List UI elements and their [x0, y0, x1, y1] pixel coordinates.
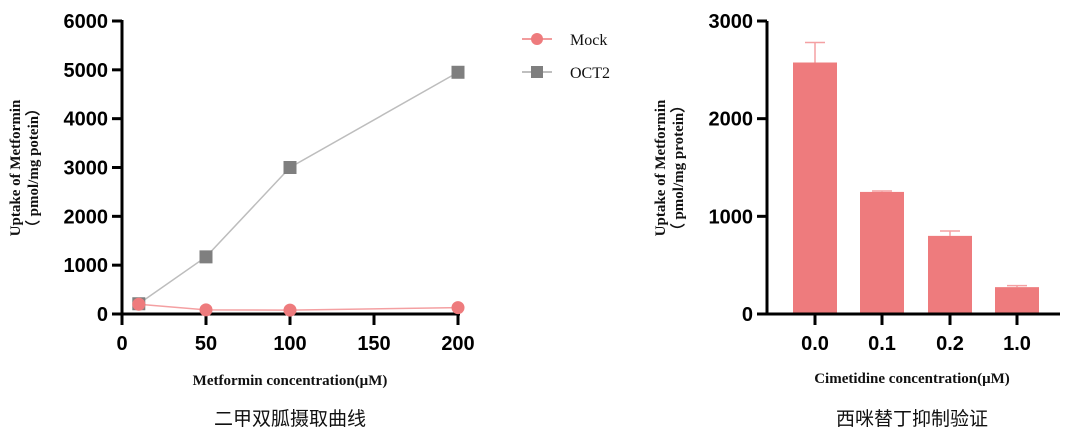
- legend-label-oct2: OCT2: [570, 65, 610, 82]
- bar-0.1: [860, 191, 904, 314]
- right-x-axis-ticks: 0.0 0.1 0.2 1.0: [801, 314, 1031, 355]
- circle-marker-icon: [451, 301, 465, 315]
- x-tick-label: 0.2: [936, 333, 964, 355]
- y-tick-label: 5000: [64, 60, 109, 82]
- square-marker-icon: [451, 65, 465, 79]
- line-chart: 0 1000 2000 3000 4000 5000 6000 0 50 100 150 200 M…: [8, 11, 610, 389]
- x-tick-label: 50: [195, 333, 217, 355]
- left-x-axis-ticks: 0 50 100 150 200: [116, 314, 475, 355]
- right-y-axis-ticks: 0 1000 2000 3000: [709, 11, 767, 326]
- right-bars: [793, 41, 1039, 315]
- left-x-axis-label: Metformin concentration(μM): [193, 373, 388, 389]
- x-tick-label: 1.0: [1003, 333, 1031, 355]
- legend-label-mock: Mock: [570, 32, 607, 49]
- x-tick-label: 200: [441, 333, 474, 355]
- x-tick-label: 100: [273, 333, 306, 355]
- circle-marker-icon: [199, 303, 213, 317]
- right-x-axis-label: Cimetidine concentration(μM): [814, 371, 1010, 387]
- x-tick-label: 0.0: [801, 333, 829, 355]
- y-tick-label: 1000: [709, 206, 754, 228]
- square-marker-icon: [531, 66, 543, 78]
- y-tick-label: 3000: [64, 158, 109, 180]
- right-y-axis-label-line1: Uptake of Metformin: [653, 99, 669, 236]
- right-chart-caption: 西咪替丁抑制验证: [835, 408, 988, 430]
- y-tick-label: 1000: [64, 255, 109, 277]
- bar-1.0: [995, 287, 1039, 314]
- x-tick-label: 150: [357, 333, 390, 355]
- legend: Mock OCT2: [522, 32, 610, 82]
- y-tick-label: 2000: [64, 206, 109, 228]
- legend-item-oct2: OCT2: [522, 65, 610, 82]
- series-line-oct2: [138, 71, 459, 305]
- right-y-axis-label-line2: （ pmol/mg protein）: [669, 98, 687, 239]
- legend-item-mock: Mock: [522, 32, 607, 49]
- x-tick-label: 0.1: [868, 333, 896, 355]
- square-marker-icon: [199, 250, 213, 264]
- y-tick-label: 6000: [64, 11, 109, 33]
- left-chart-caption: 二甲双胍摄取曲线: [213, 408, 366, 430]
- y-tick-label: 3000: [709, 11, 754, 33]
- y-tick-label: 2000: [709, 109, 754, 131]
- circle-marker-icon: [531, 33, 543, 45]
- y-tick-label: 0: [742, 304, 753, 326]
- y-tick-label: 4000: [64, 109, 109, 131]
- left-y-axis-label-line2: （ pmol/mg potein）: [24, 101, 42, 235]
- circle-marker-icon: [283, 303, 297, 317]
- left-y-axis-ticks: 0 1000 2000 3000 4000 5000 6000: [64, 11, 122, 326]
- bar-chart: 0 1000 2000 3000 0.0 0.1 0.2 1.0 Cimetidine co…: [653, 11, 1060, 387]
- bar-0.0: [793, 62, 837, 315]
- x-tick-label: 0: [116, 333, 127, 355]
- bar-0.2: [928, 235, 972, 314]
- left-series: [132, 65, 465, 317]
- circle-marker-icon: [132, 297, 146, 311]
- y-tick-label: 0: [97, 304, 108, 326]
- square-marker-icon: [283, 161, 297, 174]
- series-line-mock: [138, 303, 459, 311]
- left-y-axis-label-line1: Uptake of Metformin: [8, 99, 24, 236]
